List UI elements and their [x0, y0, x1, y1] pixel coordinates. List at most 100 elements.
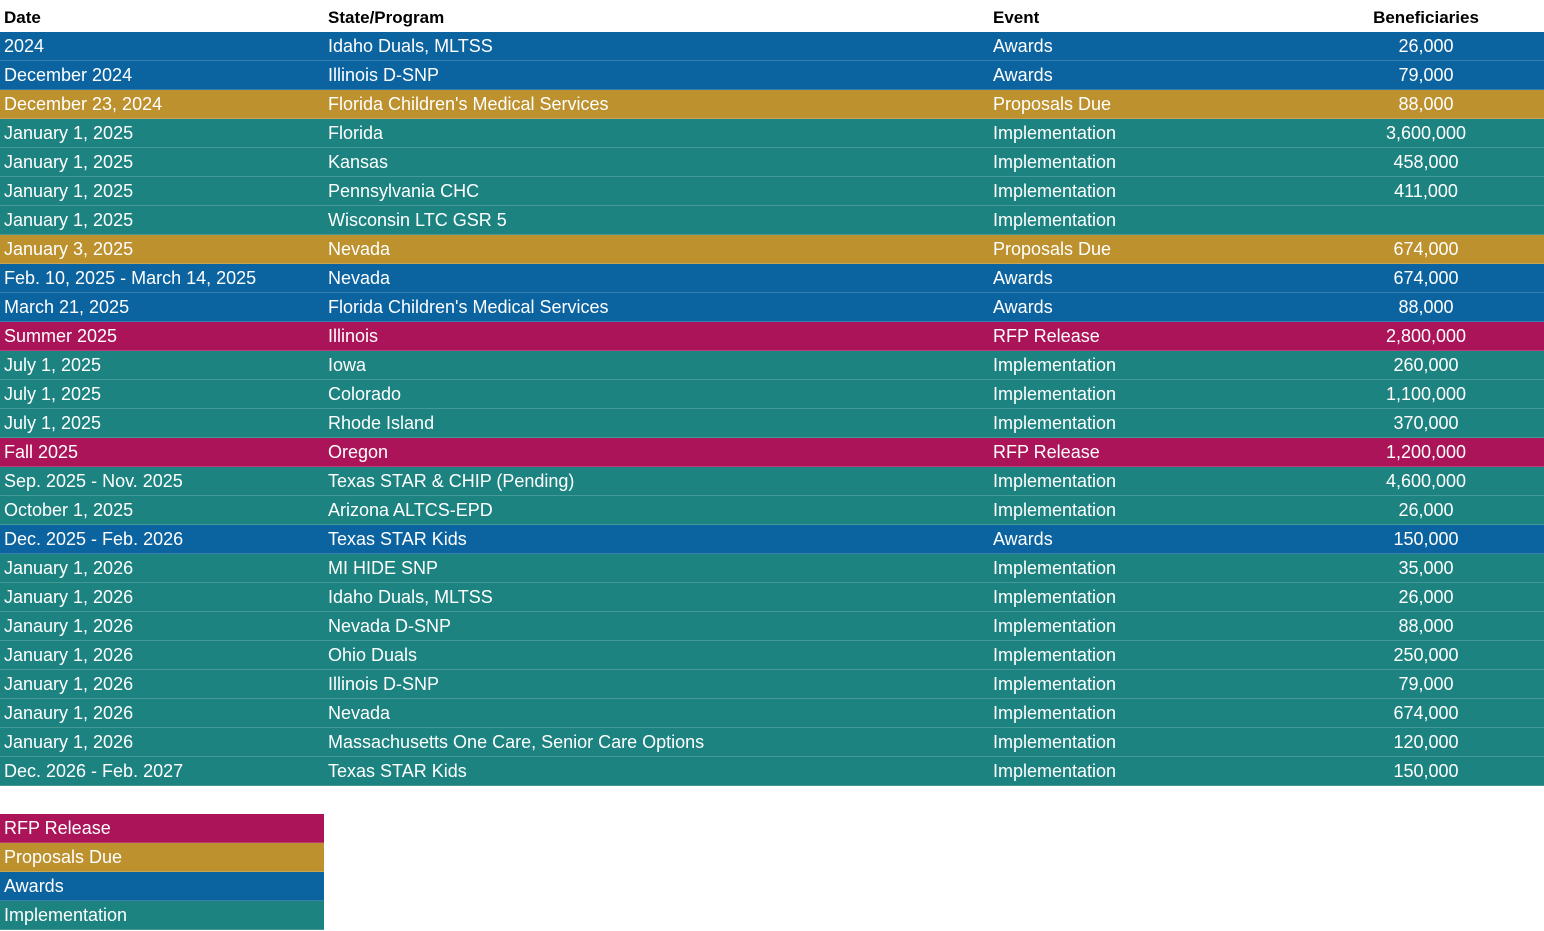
legend-label: RFP Release: [4, 818, 111, 838]
cell: Ohio Duals: [328, 645, 418, 665]
cell: January 1, 2026: [4, 587, 134, 607]
cell: Implementation: [993, 616, 1117, 636]
cell: Colorado: [328, 384, 402, 404]
cell: Implementation: [993, 152, 1117, 172]
cell: 1,200,000: [1385, 442, 1467, 462]
cell: Proposals Due: [993, 239, 1112, 259]
cell: 1,100,000: [1385, 384, 1467, 404]
cell: Dec. 2025 - Feb. 2026: [4, 529, 184, 549]
cell: January 1, 2025: [4, 181, 134, 201]
table-row: March 21, 2025 Florida Children's Medical…: [0, 293, 1544, 322]
cell: 88,000: [1398, 297, 1454, 317]
cell: Implementation: [993, 703, 1117, 723]
table-row: October 1, 2025 Arizona ALTCS-EPD Implemen…: [0, 496, 1544, 525]
cell: Implementation: [993, 761, 1117, 781]
table-row: January 1, 2026 Ohio Duals Implementation 2…: [0, 641, 1544, 670]
table-row: January 1, 2025 Florida Implementation 3,60…: [0, 119, 1544, 148]
cell: July 1, 2025: [4, 384, 102, 404]
table-row: Summer 2025 Illinois RFP Release 2,800,000: [0, 322, 1544, 351]
cell: January 1, 2026: [4, 732, 134, 752]
cell: Feb. 10, 2025 - March 14, 2025: [4, 268, 257, 288]
cell: 4,600,000: [1385, 471, 1467, 491]
cell: Summer 2025: [4, 326, 118, 346]
cell: Janaury 1, 2026: [4, 616, 134, 636]
cell: 79,000: [1398, 674, 1454, 694]
table-row: July 1, 2025 Iowa Implementation 260,000: [0, 351, 1544, 380]
cell: Nevada: [328, 268, 391, 288]
cell: January 3, 2025: [4, 239, 134, 259]
cell: Implementation: [993, 413, 1117, 433]
cell: 458,000: [1393, 152, 1459, 172]
cell: Florida Children's Medical Services: [328, 297, 609, 317]
cell: January 1, 2025: [4, 152, 134, 172]
cell: Nevada: [328, 703, 391, 723]
cell: Illinois: [328, 326, 379, 346]
cell: Kansas: [328, 152, 389, 172]
legend-label: Implementation: [4, 905, 128, 925]
cell: 370,000: [1393, 413, 1459, 433]
cell: Implementation: [993, 645, 1117, 665]
cell: Texas STAR Kids: [328, 529, 467, 549]
cell: Implementation: [993, 732, 1117, 752]
cell: January 1, 2025: [4, 123, 134, 143]
table-row: January 1, 2025 Pennsylvania CHC Implement…: [0, 177, 1544, 206]
cell: Janaury 1, 2026: [4, 703, 134, 723]
cell: Oregon: [328, 442, 389, 462]
cell: January 1, 2026: [4, 558, 134, 578]
table-row: Janaury 1, 2026 Nevada Implementation 674,0…: [0, 699, 1544, 728]
table-row: July 1, 2025 Colorado Implementation 1,100,…: [0, 380, 1544, 409]
cell: Implementation: [993, 500, 1117, 520]
cell: Nevada: [328, 239, 391, 259]
cell: 674,000: [1393, 703, 1459, 723]
cell: Implementation: [993, 355, 1117, 375]
legend-item: Proposals Due: [0, 843, 324, 872]
cell: MI HIDE SNP: [328, 558, 439, 578]
cell: March 21, 2025: [4, 297, 130, 317]
cell: Awards: [993, 36, 1053, 56]
table-row: January 3, 2025 Nevada Proposals Due 674,00…: [0, 235, 1544, 264]
cell: 26,000: [1398, 36, 1454, 56]
cell: January 1, 2026: [4, 645, 134, 665]
cell: Texas STAR Kids: [328, 761, 467, 781]
cell: Implementation: [993, 587, 1117, 607]
cell: July 1, 2025: [4, 355, 102, 375]
cell: 88,000: [1398, 616, 1454, 636]
table-row: January 1, 2025 Wisconsin LTC GSR 5 Implem…: [0, 206, 1544, 235]
cell: 674,000: [1393, 268, 1459, 288]
cell: Arizona ALTCS-EPD: [328, 500, 493, 520]
cell: Florida Children's Medical Services: [328, 94, 609, 114]
cell: RFP Release: [993, 442, 1100, 462]
cell: Fall 2025: [4, 442, 79, 462]
cell: 150,000: [1393, 529, 1459, 549]
cell: Awards: [993, 297, 1053, 317]
cell: Awards: [993, 529, 1053, 549]
cell: Event: [993, 8, 1040, 27]
table-row: January 1, 2026 MI HIDE SNP Implementation…: [0, 554, 1544, 583]
cell: State/Program: [328, 8, 445, 27]
legend-item: Implementation: [0, 901, 324, 930]
legend-label: Proposals Due: [4, 847, 123, 867]
cell: Implementation: [993, 558, 1117, 578]
cell: Texas STAR & CHIP (Pending): [328, 471, 575, 491]
cell: 79,000: [1398, 65, 1454, 85]
cell: January 1, 2025: [4, 210, 134, 230]
cell: Wisconsin LTC GSR 5: [328, 210, 507, 230]
table-row: December 2024 Illinois D-SNP Awards 79,000: [0, 61, 1544, 90]
cell: Implementation: [993, 210, 1117, 230]
cell: 35,000: [1398, 558, 1454, 578]
table-row: Dec. 2025 - Feb. 2026 Texas STAR Kids Awar…: [0, 525, 1544, 554]
cell: Iowa: [328, 355, 367, 375]
cell: December 23, 2024: [4, 94, 163, 114]
cell: 150,000: [1393, 761, 1459, 781]
cell: 26,000: [1398, 500, 1454, 520]
table-row: 2024 Idaho Duals, MLTSS Awards 26,000: [0, 32, 1544, 61]
cell: January 1, 2026: [4, 674, 134, 694]
cell: October 1, 2025: [4, 500, 134, 520]
cell: 260,000: [1393, 355, 1459, 375]
cell: Proposals Due: [993, 94, 1112, 114]
cell: Rhode Island: [328, 413, 435, 433]
cell: Florida: [328, 123, 384, 143]
table-row: Janaury 1, 2026 Nevada D-SNP Implementatio…: [0, 612, 1544, 641]
cell: Dec. 2026 - Feb. 2027: [4, 761, 184, 781]
cell: Implementation: [993, 384, 1117, 404]
